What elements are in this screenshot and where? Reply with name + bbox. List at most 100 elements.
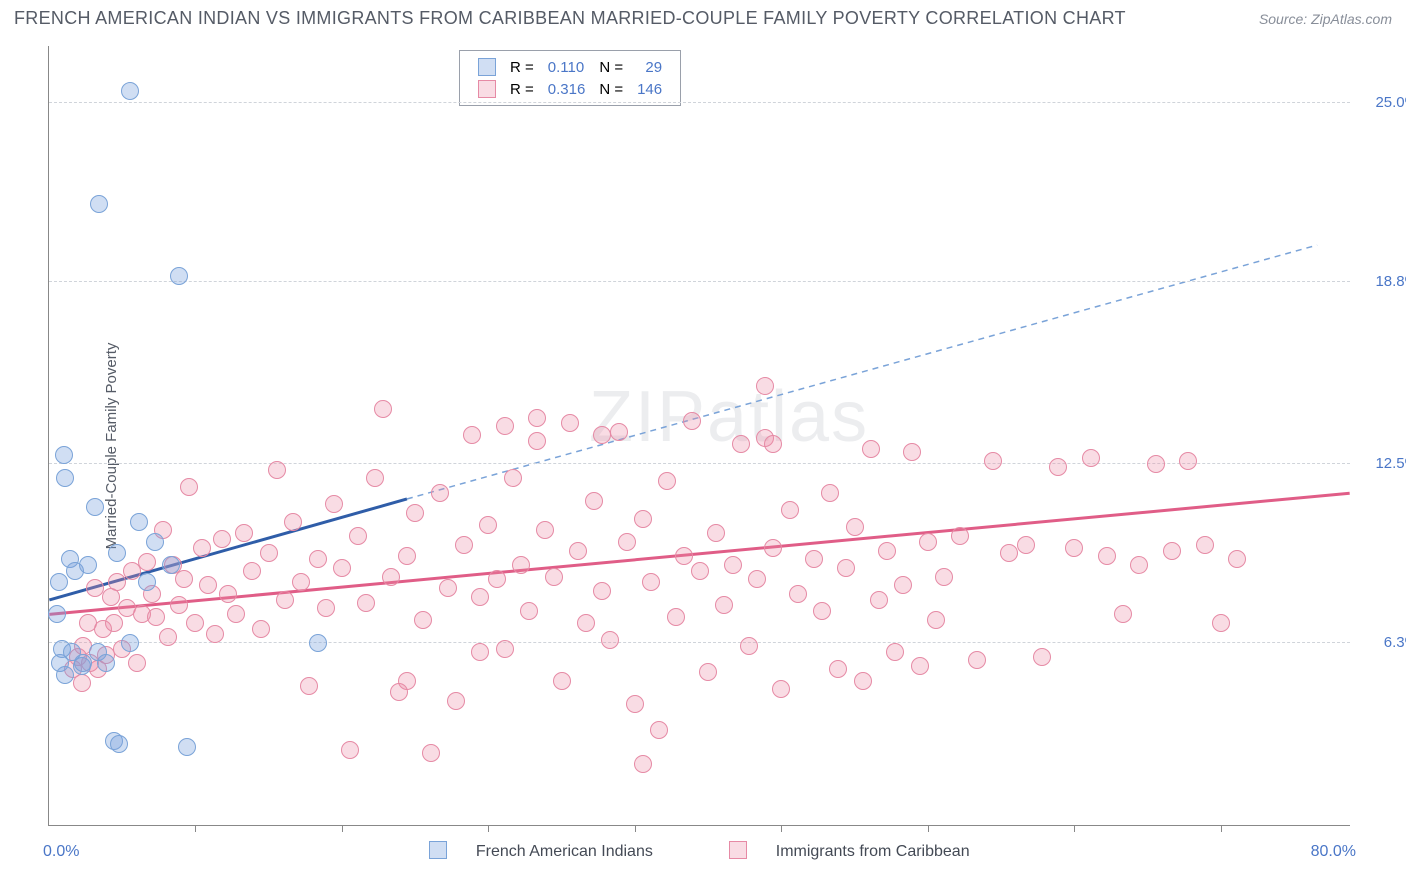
scatter-point (764, 539, 782, 557)
y-tick-label: 12.5% (1358, 455, 1406, 472)
scatter-point (422, 744, 440, 762)
scatter-point (585, 492, 603, 510)
scatter-point (235, 524, 253, 542)
scatter-point (683, 412, 701, 430)
gridline (49, 281, 1350, 282)
scatter-point (159, 628, 177, 646)
scatter-point (626, 695, 644, 713)
scatter-point (935, 568, 953, 586)
scatter-point (284, 513, 302, 531)
scatter-point (366, 469, 384, 487)
scatter-point (414, 611, 432, 629)
scatter-point (894, 576, 912, 594)
scatter-point (569, 542, 587, 560)
scatter-point (309, 550, 327, 568)
legend-r1-value: 0.110 (542, 57, 592, 77)
scatter-point (772, 680, 790, 698)
scatter-point (781, 501, 799, 519)
scatter-point (878, 542, 896, 560)
scatter-point (1179, 452, 1197, 470)
scatter-point (748, 570, 766, 588)
legend-r2-value: 0.316 (542, 79, 592, 99)
scatter-point (300, 677, 318, 695)
scatter-point (520, 602, 538, 620)
legend-swatch-series1 (478, 58, 496, 76)
x-tick (928, 825, 929, 832)
x-tick (1221, 825, 1222, 832)
scatter-point (382, 568, 400, 586)
scatter-point (1147, 455, 1165, 473)
scatter-point (1082, 449, 1100, 467)
x-tick (195, 825, 196, 832)
legend-r-label: R = (504, 79, 540, 99)
scatter-point (219, 585, 237, 603)
scatter-point (927, 611, 945, 629)
scatter-point (341, 741, 359, 759)
scatter-point (138, 573, 156, 591)
x-axis-min-label: 0.0% (43, 843, 79, 861)
chart-title: FRENCH AMERICAN INDIAN VS IMMIGRANTS FRO… (14, 8, 1126, 29)
scatter-point (479, 516, 497, 534)
scatter-point (463, 426, 481, 444)
scatter-point (455, 536, 473, 554)
scatter-point (732, 435, 750, 453)
legend-r-label: R = (504, 57, 540, 77)
scatter-point (610, 423, 628, 441)
scatter-point (764, 435, 782, 453)
y-tick-label: 6.3% (1358, 634, 1406, 651)
legend-bottom: French American Indians Immigrants from … (49, 841, 1350, 861)
scatter-point (561, 414, 579, 432)
scatter-point (56, 469, 74, 487)
scatter-point (968, 651, 986, 669)
scatter-point (50, 573, 68, 591)
scatter-point (186, 614, 204, 632)
scatter-point (357, 594, 375, 612)
scatter-point (48, 605, 66, 623)
scatter-point (1049, 458, 1067, 476)
scatter-point (128, 654, 146, 672)
scatter-point (471, 588, 489, 606)
scatter-point (260, 544, 278, 562)
scatter-point (325, 495, 343, 513)
legend-stats-box: R = 0.110 N = 29 R = 0.316 N = 146 (459, 50, 681, 106)
x-axis-max-label: 80.0% (1311, 843, 1356, 861)
scatter-point (138, 553, 156, 571)
scatter-point (862, 440, 880, 458)
scatter-point (919, 533, 937, 551)
scatter-point (130, 513, 148, 531)
scatter-point (110, 735, 128, 753)
scatter-point (447, 692, 465, 710)
scatter-point (268, 461, 286, 479)
scatter-point (213, 530, 231, 548)
scatter-point (715, 596, 733, 614)
scatter-point (79, 556, 97, 574)
scatter-point (398, 672, 416, 690)
scatter-point (276, 591, 294, 609)
scatter-point (193, 539, 211, 557)
scatter-point (1163, 542, 1181, 560)
scatter-point (146, 533, 164, 551)
y-tick-label: 18.8% (1358, 273, 1406, 290)
scatter-point (504, 469, 522, 487)
gridline (49, 642, 1350, 643)
scatter-point (528, 432, 546, 450)
scatter-point (199, 576, 217, 594)
scatter-point (121, 634, 139, 652)
scatter-point (984, 452, 1002, 470)
scatter-point (178, 738, 196, 756)
scatter-point (309, 634, 327, 652)
scatter-point (170, 267, 188, 285)
legend-n1-value: 29 (631, 57, 668, 77)
scatter-point (658, 472, 676, 490)
legend-n-label: N = (593, 79, 629, 99)
scatter-point (724, 556, 742, 574)
scatter-point (1114, 605, 1132, 623)
scatter-point (789, 585, 807, 603)
scatter-point (471, 643, 489, 661)
scatter-point (699, 663, 717, 681)
scatter-point (601, 631, 619, 649)
scatter-point (170, 596, 188, 614)
scatter-point (108, 573, 126, 591)
scatter-point (634, 755, 652, 773)
scatter-point (333, 559, 351, 577)
